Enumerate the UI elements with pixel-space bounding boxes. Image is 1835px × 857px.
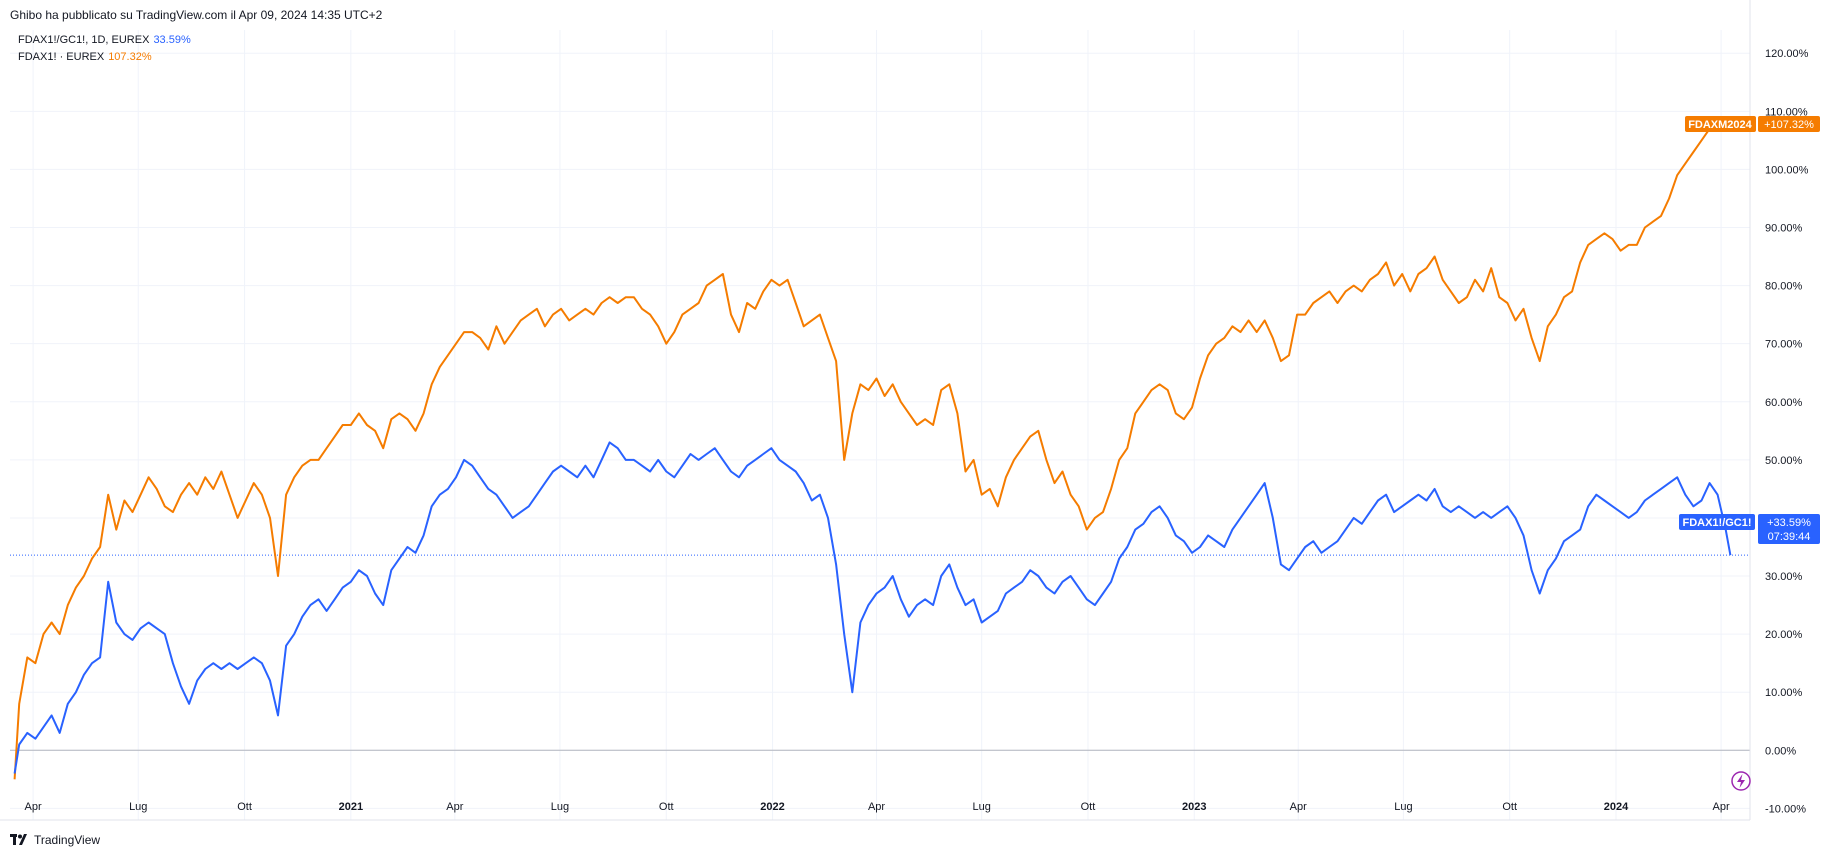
time-scale[interactable]: Apr Lug Ott 2021 Apr Lug Ott 2022 Apr Lug Ott 2023 A…: [25, 801, 1730, 813]
y-tick-label: 50.00%: [1765, 455, 1803, 467]
price-scale[interactable]: 120.00% 110.00% 100.00% 90.00% 80.00% 70.00% 6…: [1765, 48, 1809, 815]
blue-badge-value: +33.59%: [1767, 517, 1811, 529]
x-tick-label: Apr: [25, 801, 42, 813]
publish-header: Ghibo ha pubblicato su TradingView.com i…: [10, 8, 383, 22]
lightning-bolt-icon[interactable]: [1731, 771, 1751, 791]
legend-row-ratio[interactable]: FDAX1!/GC1!, 1D, EUREX 33.59%: [18, 34, 191, 46]
y-tick-label: 0.00%: [1765, 745, 1796, 757]
legend-row-fdax[interactable]: FDAX1! · EUREX 107.32%: [18, 51, 152, 63]
legend-fdax-value: 107.32%: [108, 51, 152, 63]
countdown-timer: 07:39:44: [1768, 531, 1811, 543]
x-tick-label: 2024: [1604, 801, 1629, 813]
tradingview-brand[interactable]: TradingView: [10, 833, 100, 847]
y-tick-label: 110.00%: [1765, 106, 1808, 118]
y-tick-label: 60.00%: [1765, 397, 1803, 409]
blue-last-value-badge: FDAX1!/GC1! +33.59% 07:39:44: [1679, 514, 1820, 544]
orange-last-value-badge: FDAXM2024 +107.32%: [1685, 116, 1820, 132]
y-tick-label: 70.00%: [1765, 339, 1803, 351]
x-tick-label: Apr: [1290, 801, 1307, 813]
y-tick-label: -10.00%: [1765, 803, 1806, 815]
x-tick-label: Ott: [659, 801, 674, 813]
x-tick-label: Lug: [1394, 801, 1412, 813]
x-tick-label: Apr: [1713, 801, 1730, 813]
x-tick-label: 2021: [339, 801, 363, 813]
y-tick-label: 120.00%: [1765, 48, 1809, 60]
x-tick-label: Lug: [129, 801, 147, 813]
x-tick-label: Apr: [868, 801, 885, 813]
y-tick-label: 90.00%: [1765, 223, 1803, 235]
x-tick-label: 2022: [760, 801, 784, 813]
grid-lines: [10, 30, 1750, 820]
x-tick-label: Ott: [237, 801, 252, 813]
tradingview-logo-icon: [10, 834, 27, 845]
blue-badge-name: FDAX1!/GC1!: [1682, 517, 1751, 529]
brand-label: TradingView: [34, 833, 101, 847]
y-tick-label: 20.00%: [1765, 629, 1803, 641]
x-tick-label: Lug: [972, 801, 990, 813]
y-tick-label: 10.00%: [1765, 687, 1803, 699]
x-tick-label: Apr: [446, 801, 463, 813]
legend-ratio-label: FDAX1!/GC1!, 1D, EUREX: [18, 34, 150, 46]
y-tick-label: 100.00%: [1765, 164, 1809, 176]
orange-badge-name: FDAXM2024: [1688, 119, 1752, 131]
y-tick-label: 80.00%: [1765, 281, 1803, 293]
series-line-fdax: [13, 116, 1732, 780]
series-line-fdax-gold-ratio: [13, 441, 1732, 774]
legend-ratio-value: 33.59%: [153, 34, 191, 46]
x-tick-label: Ott: [1081, 801, 1096, 813]
legend-fdax-label: FDAX1! · EUREX: [18, 51, 105, 63]
series-lines: [13, 116, 1732, 780]
y-tick-label: 30.00%: [1765, 571, 1803, 583]
x-tick-label: 2023: [1182, 801, 1206, 813]
x-tick-label: Lug: [551, 801, 569, 813]
orange-badge-value: +107.32%: [1764, 119, 1814, 131]
x-tick-label: Ott: [1502, 801, 1517, 813]
